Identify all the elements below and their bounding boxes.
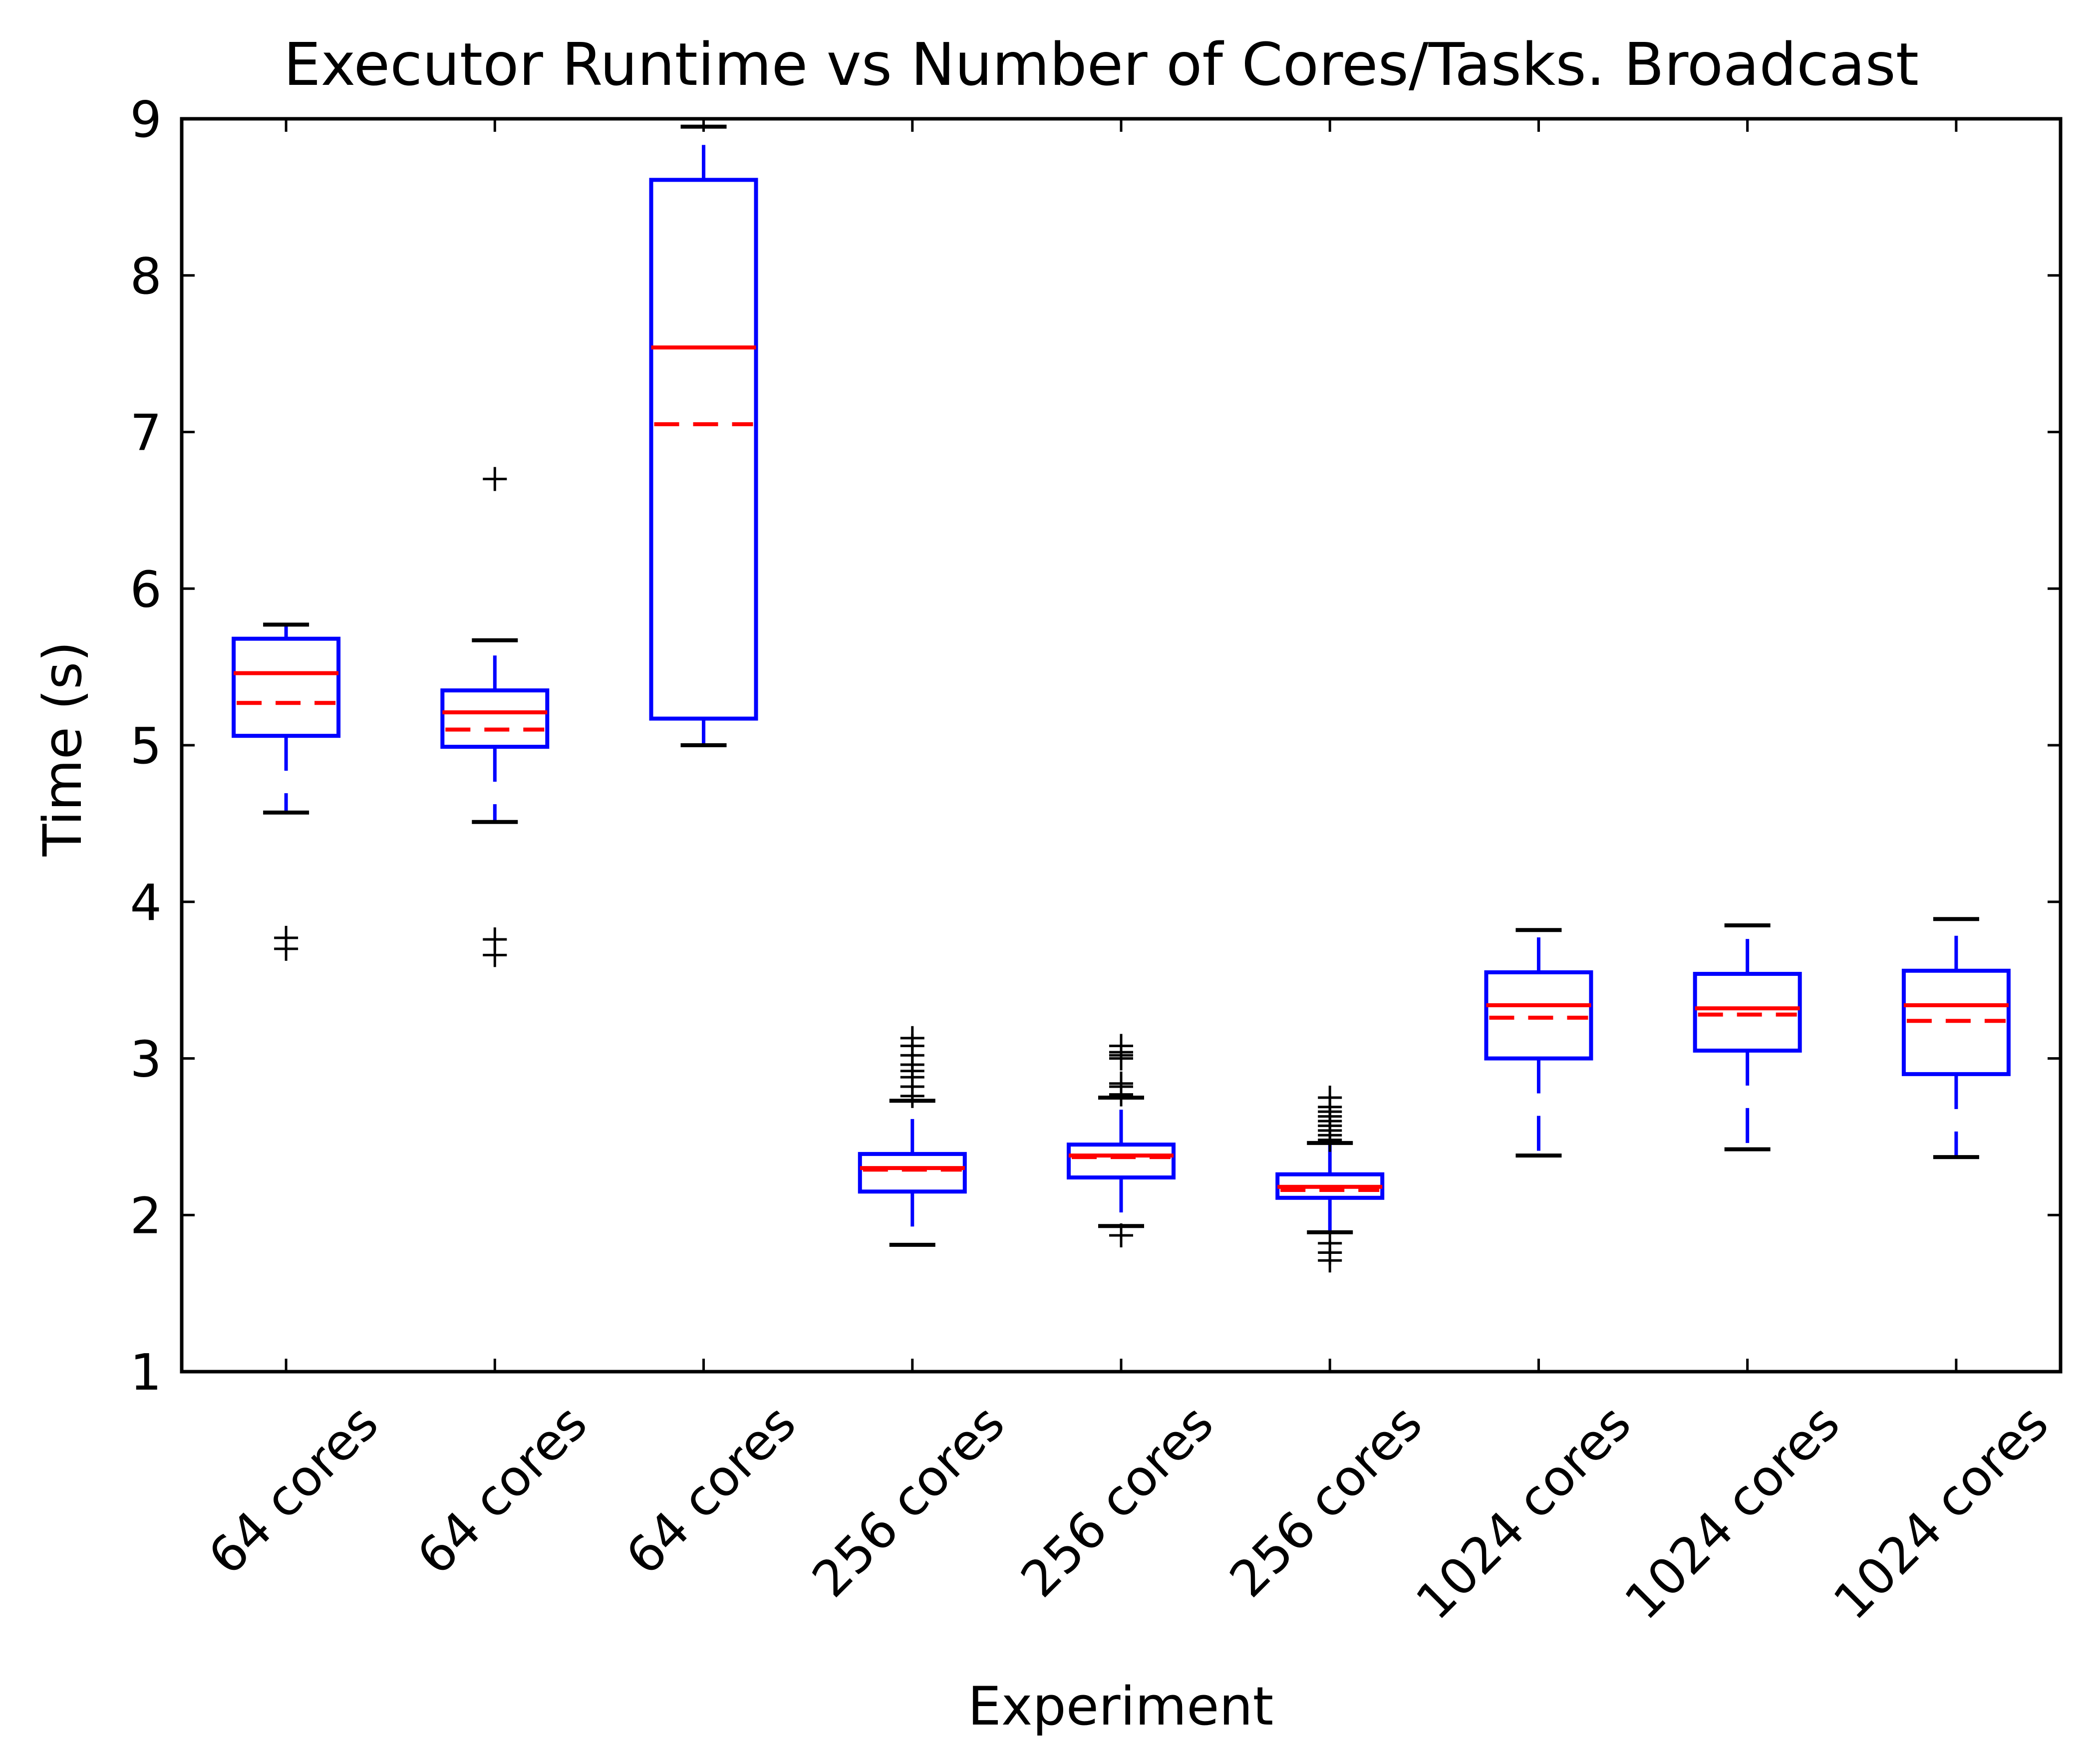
y-tick-label: 6 <box>130 560 162 618</box>
y-tick-label: 7 <box>130 404 162 462</box>
y-axis-label: Time (s) <box>32 641 93 857</box>
iqr-box <box>1067 1143 1176 1179</box>
iqr-box <box>1484 970 1593 1061</box>
outlier-point <box>483 927 507 952</box>
iqr-box <box>858 1152 967 1194</box>
iqr-box <box>1901 968 2011 1076</box>
outlier-point <box>900 1026 924 1050</box>
y-tick-label: 2 <box>130 1186 162 1245</box>
y-tick-label: 9 <box>130 90 162 149</box>
y-tick-label: 1 <box>130 1343 162 1402</box>
outlier-point <box>1318 1085 1342 1110</box>
iqr-box <box>1693 972 1802 1053</box>
x-axis-label: Experiment <box>968 1676 1273 1737</box>
outlier-point <box>1318 1231 1342 1255</box>
y-tick-label: 5 <box>130 717 162 775</box>
outlier-point <box>1109 1034 1133 1058</box>
outlier-point <box>1109 1071 1133 1096</box>
iqr-box <box>649 178 758 721</box>
iqr-box <box>440 688 550 749</box>
iqr-box <box>232 636 341 738</box>
y-tick-label: 4 <box>130 874 162 932</box>
chart-title: Executor Runtime vs Number of Cores/Task… <box>284 30 1919 99</box>
outlier-point <box>483 467 507 491</box>
y-tick-label: 8 <box>130 247 162 305</box>
outlier-point <box>1109 1223 1133 1248</box>
y-tick-label: 3 <box>130 1030 162 1089</box>
plot-frame <box>180 117 2063 1374</box>
outlier-point <box>274 925 299 950</box>
